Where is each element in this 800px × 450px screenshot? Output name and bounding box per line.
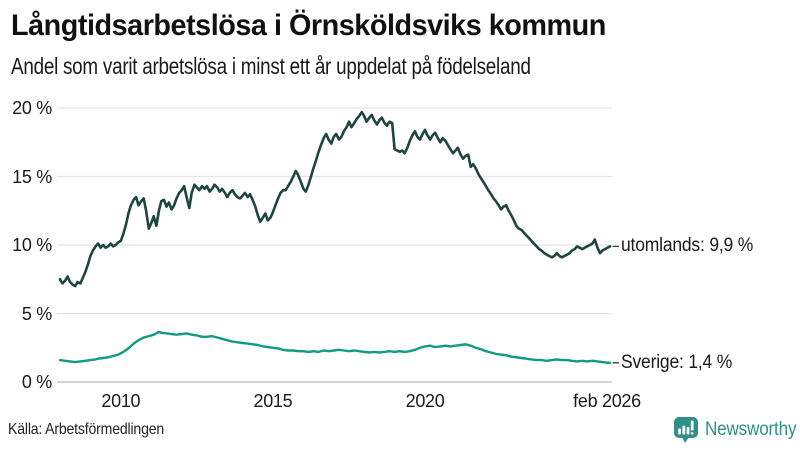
series-sverige-line xyxy=(58,330,612,364)
x-axis-tick-label: 2015 xyxy=(253,391,293,411)
y-axis-tick-label: 20 % xyxy=(12,98,52,118)
x-axis-tick-label: 2010 xyxy=(101,391,141,411)
y-axis-tick-label: 10 % xyxy=(12,235,52,255)
gridlines xyxy=(57,107,612,383)
series-label-sverige: Sverige: 1,4 % xyxy=(621,351,733,373)
y-axis-tick-label: 0 % xyxy=(21,372,52,392)
page-subtitle: Andel som varit arbetslösa i minst ett å… xyxy=(11,53,531,79)
label-connectors xyxy=(612,245,619,364)
newsworthy-logo-text: Newsworthy xyxy=(705,419,797,440)
newsworthy-logo: Newsworthy xyxy=(673,416,800,444)
x-axis-tick-label: feb 2026 xyxy=(573,391,641,411)
series-utomlands-line xyxy=(58,110,612,288)
x-axis-tick-label: 2020 xyxy=(405,391,445,411)
y-axis-tick-label: 15 % xyxy=(12,166,52,187)
newsworthy-bar-chart-icon xyxy=(674,417,698,443)
series-lines xyxy=(58,110,612,364)
page-title: Långtidsarbetslösa i Örnsköldsviks kommu… xyxy=(11,9,606,42)
y-axis-tick-label: 5 % xyxy=(21,303,52,324)
source-note: Källa: Arbetsförmedlingen xyxy=(8,421,165,438)
series-label-utomlands: utomlands: 9,9 % xyxy=(621,235,754,257)
